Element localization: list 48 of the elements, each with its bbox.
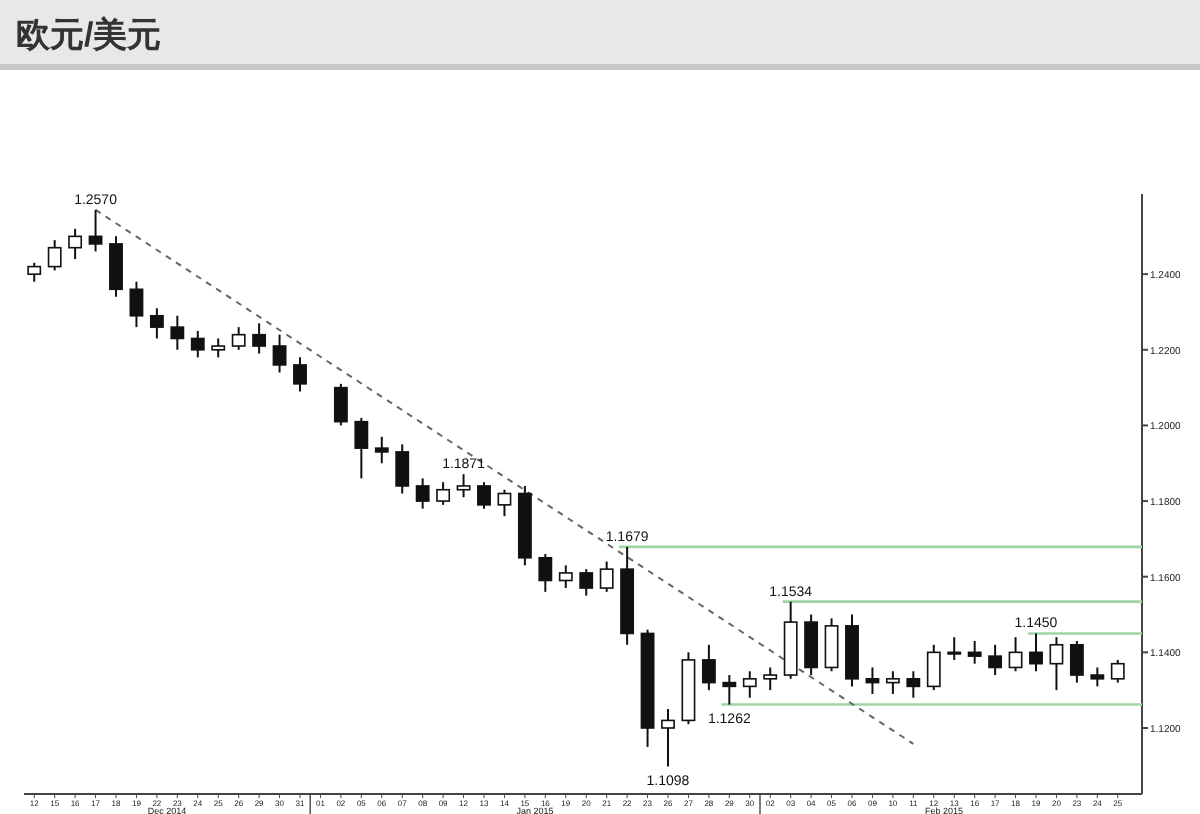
- candlestick: [558, 564, 573, 590]
- candlestick: [538, 553, 553, 593]
- candlestick: [1008, 636, 1023, 673]
- candlestick: [477, 481, 491, 510]
- candlestick: [27, 261, 42, 283]
- candlestick: [988, 643, 1003, 677]
- candlestick: [722, 674, 737, 706]
- candlestick: [1029, 632, 1043, 673]
- candlestick: [1049, 636, 1064, 692]
- candlestick: [926, 643, 941, 692]
- candlestick: [1069, 640, 1084, 684]
- candlestick: [149, 307, 164, 340]
- candlestick: [211, 337, 226, 359]
- candlestick: [906, 670, 921, 699]
- candlestick: [742, 670, 757, 699]
- candlestick: [947, 636, 962, 661]
- candlestick: [252, 322, 267, 355]
- candlestick: [68, 227, 83, 261]
- candlestick: [804, 613, 819, 677]
- candlestick: [701, 643, 716, 692]
- candlestick: [415, 477, 430, 510]
- candlestick: [293, 356, 307, 393]
- candlestick: [885, 670, 900, 695]
- candlestick: [395, 443, 410, 495]
- candlestick: [47, 239, 62, 272]
- candlestick: [272, 333, 287, 374]
- chart-title: 欧元/美元: [16, 16, 162, 54]
- candlestick: [661, 708, 675, 768]
- candlestick: [456, 473, 471, 499]
- candlestick: [865, 666, 880, 695]
- candlestick: [1090, 666, 1105, 688]
- candlestick: [374, 435, 389, 465]
- candlestick: [333, 382, 348, 427]
- candlestick: [599, 560, 614, 593]
- candlestick: [129, 280, 144, 329]
- candlestick: [436, 481, 451, 506]
- candlestick: [88, 208, 103, 253]
- candlestick: [824, 617, 839, 673]
- candlestick: [109, 235, 123, 298]
- candlestick: [170, 314, 185, 351]
- candlestick: [231, 326, 246, 351]
- candlestick: [967, 640, 982, 665]
- candlestick: [1110, 658, 1125, 684]
- candlestick: [190, 329, 205, 359]
- candlestick: [354, 416, 369, 480]
- candlestick: [763, 666, 778, 692]
- candlestick: [497, 488, 512, 518]
- candlestick: [579, 568, 594, 597]
